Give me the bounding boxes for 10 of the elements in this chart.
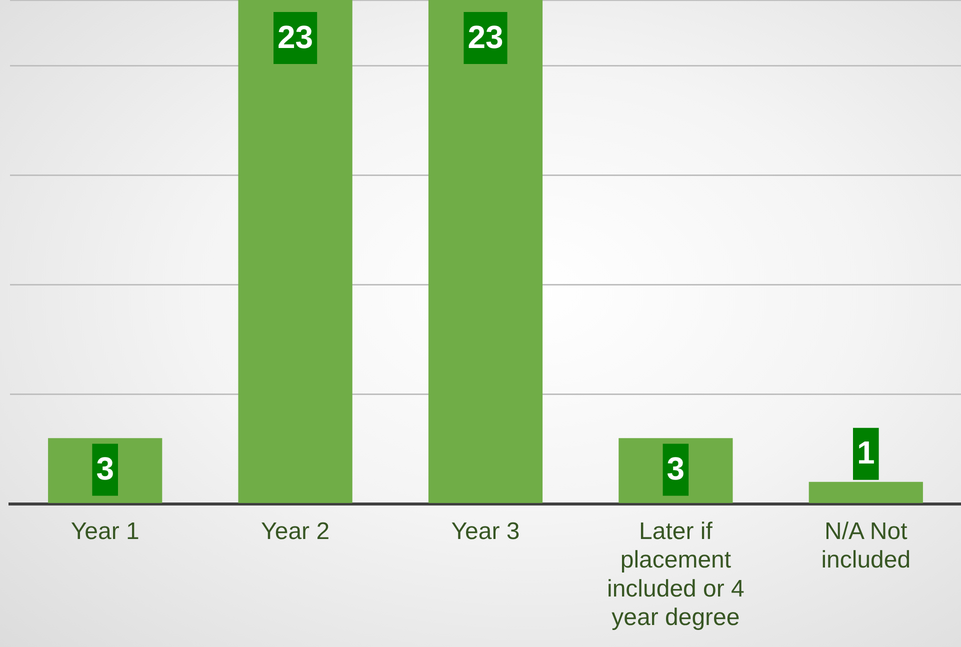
x-tick-label: N/A Not included — [821, 518, 911, 574]
data-label: 3 — [666, 450, 685, 487]
x-tick-label: Year 2 — [261, 518, 330, 545]
x-tick-label: Year 3 — [451, 518, 520, 545]
x-tick-label: Later if placement included or 4 year degree — [606, 518, 744, 632]
data-label: 3 — [96, 450, 114, 487]
data-label: 23 — [278, 18, 314, 55]
data-label: 1 — [857, 434, 875, 471]
x-tick-label: Year 1 — [70, 518, 140, 545]
data-label: 23 — [468, 18, 504, 55]
